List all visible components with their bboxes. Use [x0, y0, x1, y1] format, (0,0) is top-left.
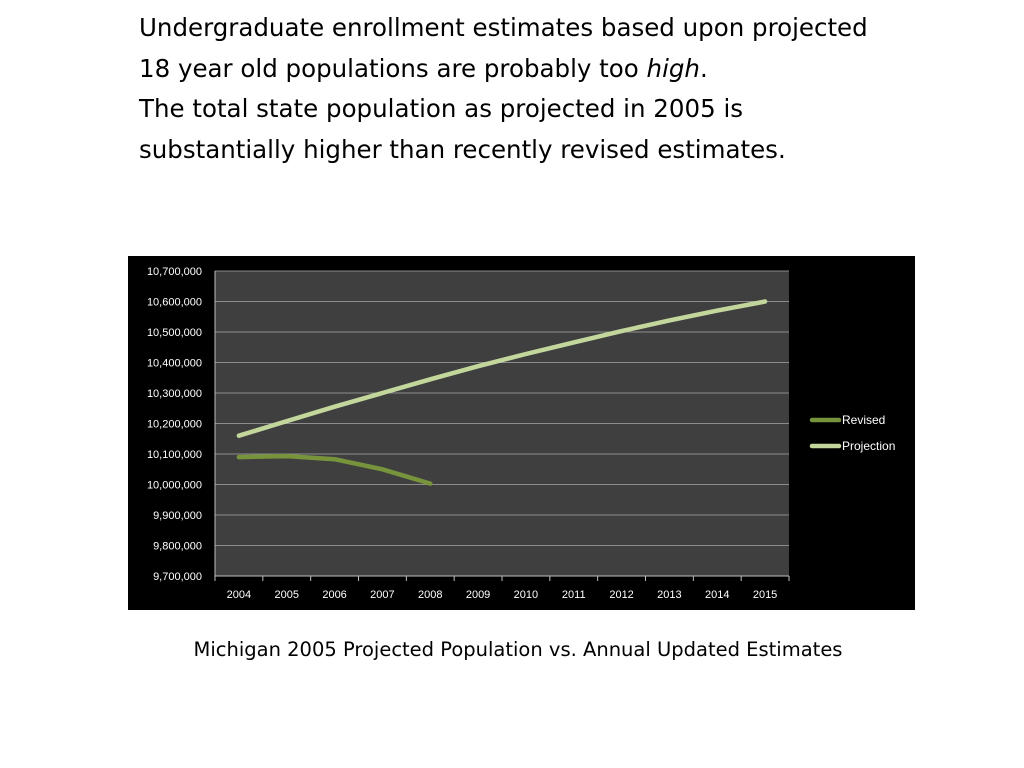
population-chart: 9,700,000 9,800,000 9,900,000 10,000,000 10,… — [128, 256, 915, 610]
x-tick-label: 2014 — [705, 589, 729, 601]
y-tick-label: 10,300,000 — [147, 388, 202, 400]
legend: Revised Projection — [809, 413, 895, 453]
y-tick-label: 10,400,000 — [147, 358, 202, 370]
x-tick-label: 2015 — [753, 589, 777, 601]
axes: 9,700,000 9,800,000 9,900,000 10,000,000 10,… — [147, 266, 790, 601]
legend-label-projection: Projection — [842, 439, 895, 453]
headline-line-1-end: . — [699, 53, 708, 83]
y-tick-label: 10,200,000 — [147, 419, 202, 431]
series-lines — [236, 299, 768, 486]
series-line-revised — [236, 453, 433, 486]
legend-label-revised: Revised — [842, 413, 885, 427]
headline-text: Undergraduate enrollment estimates based… — [139, 8, 899, 170]
x-tick-label: 2012 — [609, 589, 633, 601]
y-tick-label: 10,600,000 — [147, 297, 202, 309]
x-tick-label: 2004 — [227, 589, 251, 601]
x-tick-label: 2009 — [466, 589, 490, 601]
x-tick-label: 2005 — [275, 589, 299, 601]
headline-emphasis: high — [646, 53, 700, 83]
headline-line-1: Undergraduate enrollment estimates based… — [139, 13, 868, 83]
series-line-projection — [236, 299, 768, 438]
x-tick-label: 2008 — [418, 589, 442, 601]
chart-canvas: 9,700,000 9,800,000 9,900,000 10,000,000 10,… — [147, 266, 895, 601]
headline-paragraph-2: The total state population as projected … — [139, 94, 786, 164]
x-tick-label: 2010 — [514, 589, 538, 601]
x-tick-label: 2011 — [562, 589, 586, 601]
x-tick-label: 2013 — [657, 589, 681, 601]
y-tick-label: 9,900,000 — [153, 510, 202, 522]
y-tick-label: 10,000,000 — [147, 480, 202, 492]
y-tick-label: 9,700,000 — [153, 571, 202, 583]
chart-caption: Michigan 2005 Projected Population vs. A… — [193, 638, 843, 661]
gridlines — [215, 270, 789, 577]
y-tick-label: 10,700,000 — [147, 266, 202, 278]
y-tick-label: 10,500,000 — [147, 327, 202, 339]
x-tick-label: 2006 — [322, 589, 346, 601]
y-tick-label: 9,800,000 — [153, 541, 202, 553]
x-tick-label: 2007 — [370, 589, 394, 601]
headline-paragraph-1: Undergraduate enrollment estimates based… — [139, 8, 899, 89]
y-tick-label: 10,100,000 — [147, 449, 202, 461]
